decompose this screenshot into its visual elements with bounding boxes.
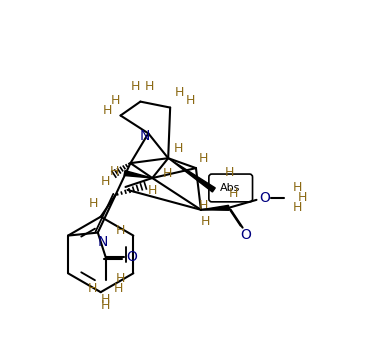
Text: H: H (101, 175, 110, 188)
Text: H: H (293, 182, 302, 195)
Text: H: H (199, 199, 209, 212)
Text: Abs: Abs (219, 183, 240, 193)
Text: H: H (111, 94, 120, 107)
Text: H: H (89, 197, 98, 210)
Text: H: H (225, 166, 234, 179)
Text: H: H (101, 293, 110, 306)
Text: H: H (201, 215, 211, 228)
Text: O: O (126, 250, 137, 264)
FancyBboxPatch shape (209, 174, 252, 202)
Text: H: H (298, 191, 307, 204)
Text: H: H (229, 187, 238, 200)
Text: H: H (88, 282, 98, 295)
Text: H: H (131, 80, 140, 93)
Polygon shape (124, 171, 152, 178)
Text: H: H (174, 86, 184, 99)
Text: H: H (116, 224, 125, 237)
Text: H: H (162, 167, 172, 180)
Text: H: H (173, 142, 183, 155)
Text: N: N (98, 234, 108, 249)
Text: H: H (101, 298, 110, 311)
Text: H: H (114, 282, 123, 295)
Polygon shape (168, 158, 215, 192)
Text: H: H (103, 104, 112, 117)
Text: H: H (185, 94, 195, 107)
Text: H: H (147, 184, 157, 197)
Text: H: H (116, 272, 125, 285)
Text: N: N (139, 129, 149, 143)
Text: H: H (293, 201, 302, 214)
Polygon shape (201, 205, 229, 210)
Text: O: O (240, 228, 251, 242)
Text: H: H (145, 80, 154, 93)
Text: H: H (110, 164, 119, 178)
Text: H: H (199, 152, 209, 165)
Text: O: O (259, 191, 270, 205)
